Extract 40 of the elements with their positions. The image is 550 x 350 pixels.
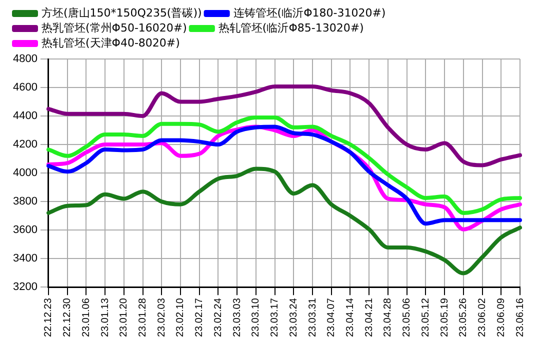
y-tick-label: 4200: [12, 138, 38, 151]
y-tick-label: 3400: [12, 252, 38, 265]
x-tick-label: 23.01.06: [80, 298, 92, 338]
x-tick-label: 23.03.03: [232, 298, 243, 338]
x-tick-label: 23.01.13: [100, 298, 111, 338]
x-tick-label: 23.03.17: [270, 298, 281, 338]
x-tick-label: 23.04.07: [326, 298, 338, 338]
x-tick-label: 23.06.02: [477, 298, 488, 338]
y-tick-label: 3200: [12, 281, 38, 294]
y-tick-label: 3800: [12, 196, 38, 208]
x-tick-label: 23.01.20: [118, 298, 130, 338]
x-tick-label: 23.02.10: [175, 298, 186, 338]
x-tick-label: 23.04.28: [382, 298, 394, 338]
x-tick-label: 23.03.31: [307, 298, 318, 338]
x-tick-label: 23.02.17: [194, 298, 206, 338]
y-tick-label: 4400: [12, 110, 38, 122]
x-tick-label: 23.06.09: [496, 298, 507, 338]
x-tick-label: 23.01.28: [138, 298, 149, 338]
legend-label: 热乳管坯(常州Φ50-16020#): [42, 21, 187, 34]
x-tick-label: 23.02.24: [212, 298, 224, 338]
x-tick-label: 23.05.06: [402, 298, 413, 338]
legend-label: 连铸管坯(临沂Φ180-31020#): [233, 6, 386, 20]
x-tick-label: 23.04.14: [345, 298, 356, 338]
x-tick-label: 23.04.21: [364, 298, 375, 338]
y-tick-label: 4600: [12, 82, 38, 94]
x-tick-label: 23.03.10: [250, 298, 262, 338]
legend-label: 方坯(唐山150*150Q235(普碳)): [42, 6, 202, 20]
y-tick-label: 4800: [12, 53, 38, 66]
x-tick-label: 22.12.23: [43, 298, 54, 338]
x-tick-label: 23.05.26: [458, 298, 470, 338]
x-tick-label: 23.03.24: [288, 298, 300, 338]
x-tick-label: 23.05.19: [439, 298, 450, 338]
x-tick-label: 23.05.12: [420, 298, 432, 338]
legend-label: 热轧管坯(天津Φ40-8020#): [42, 36, 180, 50]
legend-label: 热轧管坯(临沂Φ85-13020#): [218, 21, 364, 34]
x-tick-label: 23.02.03: [156, 298, 168, 338]
y-tick-label: 4000: [12, 167, 38, 180]
x-tick-label: 23.06.16: [514, 298, 526, 338]
x-tick-label: 22.12.30: [62, 298, 74, 338]
y-tick-label: 3600: [12, 224, 38, 236]
